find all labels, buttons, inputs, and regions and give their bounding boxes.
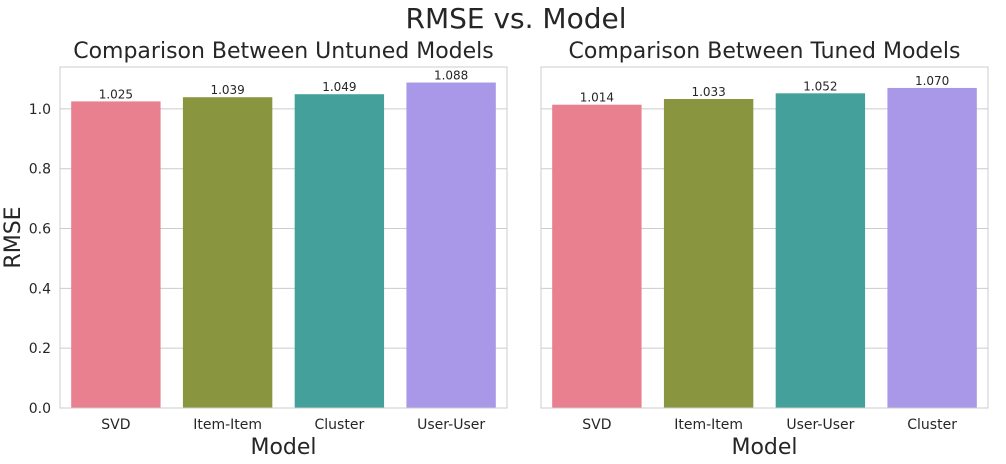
bar-value-label: 1.033 xyxy=(691,85,725,99)
bar xyxy=(182,97,273,409)
bar xyxy=(663,99,754,409)
bar xyxy=(775,93,866,408)
x-tick-label: SVD xyxy=(101,417,130,433)
x-tick-label: SVD xyxy=(582,417,611,433)
x-tick-label: Item-Item xyxy=(193,417,262,433)
y-tick-label: 0.8 xyxy=(29,162,51,178)
bar-value-label: 1.049 xyxy=(322,80,356,94)
bar-value-label: 1.052 xyxy=(803,79,837,93)
y-tick-label: 0.2 xyxy=(29,341,51,357)
bar xyxy=(294,94,385,408)
panel-title: Comparison Between Untuned Models xyxy=(73,39,494,64)
y-tick-label: 0.6 xyxy=(29,222,51,238)
bar-value-label: 1.025 xyxy=(99,87,133,101)
x-axis-label: Model xyxy=(731,435,797,460)
bar-value-label: 1.070 xyxy=(915,74,949,88)
x-tick-label: Item-Item xyxy=(674,417,743,433)
bar xyxy=(406,82,496,408)
axes-frame xyxy=(540,66,989,409)
chart-panel-2: 1.014 SVD 1.033 Item-Item 1.052 User-User 1.07… xyxy=(540,39,989,460)
bar-value-label: 1.039 xyxy=(210,83,244,97)
x-tick-label: User-User xyxy=(786,417,854,433)
y-tick-label: 1.0 xyxy=(29,102,51,118)
y-tick-label: 0.4 xyxy=(29,281,51,297)
x-tick-label: User-User xyxy=(417,417,485,433)
x-tick-label: Cluster xyxy=(907,417,957,433)
bar xyxy=(71,101,161,409)
bar xyxy=(552,104,642,408)
chart-suptitle: RMSE vs. Model xyxy=(405,2,626,35)
bar-value-label: 1.088 xyxy=(434,69,468,83)
x-axis-label: Model xyxy=(250,435,316,460)
chart-panel-1: 0.0 0.2 0.4 0.6 0.8 1.0 1.025 SVD 1.039 Item-Item… xyxy=(1,39,508,460)
x-tick-label: Cluster xyxy=(315,417,365,433)
panel-title: Comparison Between Tuned Models xyxy=(569,39,961,64)
axes-frame xyxy=(59,66,508,409)
bar xyxy=(887,87,977,408)
bar-value-label: 1.014 xyxy=(580,91,614,105)
y-axis-label: RMSE xyxy=(1,206,26,268)
y-tick-label: 0.0 xyxy=(29,401,51,417)
